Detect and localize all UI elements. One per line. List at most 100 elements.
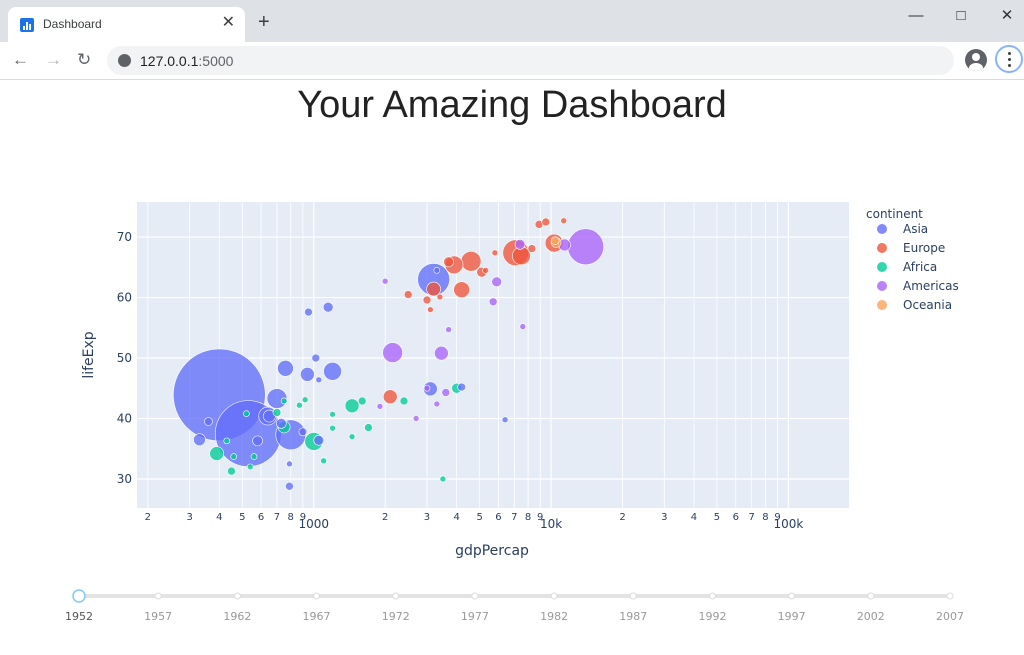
bubble-africa[interactable] (364, 423, 373, 432)
bubble-asia[interactable] (457, 382, 466, 392)
bubble-asia[interactable] (277, 360, 294, 377)
bubble-asia[interactable] (298, 427, 308, 437)
slider-year-label[interactable]: 1987 (619, 610, 647, 623)
bubble-africa[interactable] (230, 453, 238, 460)
bubble-africa[interactable] (243, 410, 250, 417)
bubble-africa[interactable] (296, 401, 303, 409)
bubble-americas[interactable] (488, 297, 498, 307)
slider-year-label[interactable]: 1977 (461, 610, 489, 623)
bubble-americas[interactable] (514, 239, 526, 250)
slider-year-label[interactable]: 1972 (382, 610, 410, 623)
bubble-europe[interactable] (426, 281, 441, 297)
new-tab-button[interactable]: + (258, 11, 270, 33)
year-slider[interactable]: 1952 1957 1962 1967 1972 1977 1982 1987 1992 1997… (65, 589, 964, 623)
bubble-americas[interactable] (445, 326, 452, 333)
back-arrow-icon[interactable]: ← (12, 50, 29, 69)
minimize-icon[interactable]: — (908, 7, 924, 24)
bubble-asia[interactable] (304, 307, 313, 317)
bubble-africa[interactable] (280, 397, 288, 405)
bubble-asia[interactable] (193, 433, 206, 446)
bubble-europe[interactable] (560, 217, 567, 225)
bubble-americas[interactable] (382, 342, 403, 363)
bubble-europe[interactable] (541, 217, 551, 227)
bubbles-layer[interactable] (173, 217, 604, 491)
bubble-asia[interactable] (433, 267, 441, 274)
legend-item-americas[interactable]: Americas (903, 279, 959, 293)
bubble-africa[interactable] (344, 398, 360, 414)
bubble-americas[interactable] (412, 415, 420, 422)
bubble-africa[interactable] (209, 446, 224, 461)
bubble-americas[interactable] (491, 276, 502, 288)
slider-step[interactable] (154, 592, 162, 600)
slider-year-label[interactable]: 1962 (223, 610, 251, 623)
close-window-icon[interactable]: ✕ (1000, 7, 1014, 24)
slider-year-label[interactable]: 1957 (144, 610, 172, 623)
slider-step[interactable] (550, 592, 558, 600)
bubble-africa[interactable] (227, 466, 236, 476)
bubble-asia[interactable] (276, 418, 287, 429)
legend-item-africa[interactable]: Africa (903, 260, 937, 274)
reload-icon[interactable]: ↻ (77, 50, 92, 69)
bubble-europe[interactable] (382, 389, 398, 405)
slider-step[interactable] (233, 592, 241, 600)
bubble-africa[interactable] (246, 463, 254, 471)
bubble-africa[interactable] (439, 475, 447, 483)
bubble-europe[interactable] (460, 250, 482, 272)
bubble-africa[interactable] (272, 408, 282, 417)
bubble-europe[interactable] (491, 249, 499, 257)
bubble-africa[interactable] (250, 453, 258, 460)
slider-year-label[interactable]: 1952 (65, 610, 93, 623)
slider-step[interactable] (708, 592, 716, 600)
bubble-africa[interactable] (301, 396, 309, 404)
bubble-americas[interactable] (441, 388, 451, 397)
forward-arrow-icon[interactable]: → (45, 50, 62, 69)
bubble-africa[interactable] (329, 424, 336, 432)
bubble-africa[interactable] (357, 396, 367, 406)
bubble-americas[interactable] (423, 384, 431, 392)
slider-step[interactable] (867, 592, 875, 600)
bubble-americas[interactable] (381, 277, 389, 285)
bubble-africa[interactable] (348, 433, 356, 440)
slider-step[interactable] (788, 592, 796, 600)
bubble-africa[interactable] (329, 410, 336, 418)
bubble-oceania[interactable] (550, 236, 560, 246)
bubble-africa[interactable] (399, 396, 409, 406)
slider-year-label[interactable]: 1967 (303, 610, 331, 623)
bubble-europe[interactable] (436, 293, 444, 301)
bubble-asia[interactable] (315, 376, 323, 384)
slider-year-label[interactable]: 1997 (778, 610, 806, 623)
browser-tab[interactable]: Dashboard ✕ (8, 7, 245, 42)
bubble-americas[interactable] (433, 400, 441, 408)
maximize-icon[interactable]: □ (956, 7, 966, 24)
slider-step[interactable] (313, 592, 321, 600)
bubble-asia[interactable] (300, 367, 315, 382)
address-bar[interactable]: 127.0.0.1:5000 (107, 46, 954, 75)
bubble-asia[interactable] (501, 416, 509, 424)
bubble-asia[interactable] (286, 460, 293, 468)
bubble-europe[interactable] (427, 306, 434, 313)
legend-item-oceania[interactable]: Oceania (903, 298, 952, 312)
bubble-europe[interactable] (482, 267, 489, 274)
slider-year-label[interactable]: 1982 (540, 610, 568, 623)
bubble-americas[interactable] (519, 323, 527, 330)
bubble-asia[interactable] (322, 301, 334, 313)
bubble-asia[interactable] (204, 417, 213, 426)
bubble-asia[interactable] (311, 353, 321, 363)
slider-year-label[interactable]: 2007 (936, 610, 964, 623)
legend-item-europe[interactable]: Europe (903, 241, 945, 255)
slider-step[interactable] (471, 592, 479, 600)
bubble-americas[interactable] (567, 228, 604, 266)
close-tab-icon[interactable]: ✕ (221, 14, 235, 31)
bubble-europe[interactable] (453, 281, 470, 298)
slider-step[interactable] (629, 592, 637, 600)
bubble-americas[interactable] (376, 403, 384, 410)
bubble-europe[interactable] (443, 256, 454, 268)
bubble-asia[interactable] (323, 362, 342, 381)
bubble-asia[interactable] (313, 434, 325, 446)
profile-icon[interactable] (965, 49, 987, 71)
bubble-asia[interactable] (285, 481, 294, 491)
slider-step[interactable] (392, 592, 400, 600)
slider-step[interactable] (946, 592, 954, 600)
legend-item-asia[interactable]: Asia (903, 222, 928, 236)
bubble-americas[interactable] (434, 345, 449, 361)
